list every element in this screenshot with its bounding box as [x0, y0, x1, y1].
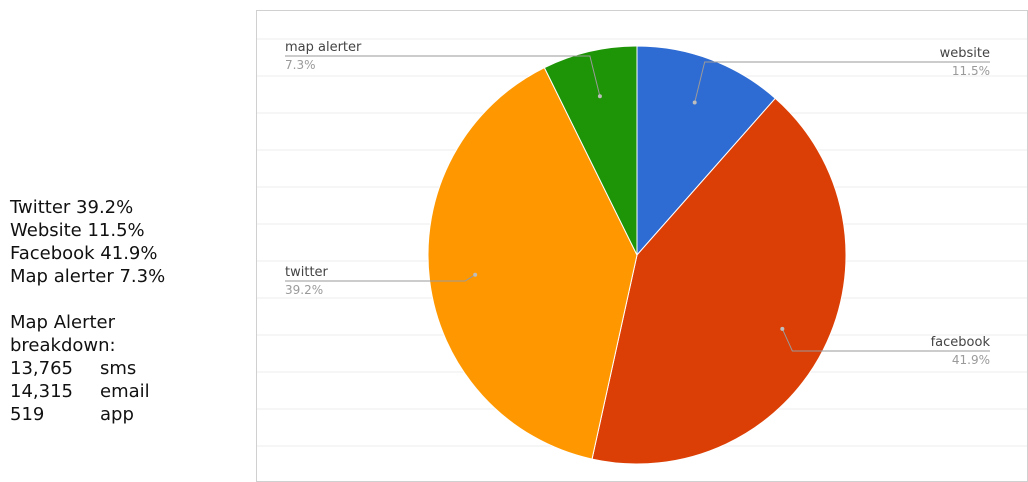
leader-line-map-alerter [285, 55, 601, 97]
slice-label-facebook: facebook [931, 335, 991, 350]
breakdown-row-app: 519 app [10, 403, 165, 426]
breakdown-title-line1: Map Alerter [10, 312, 116, 333]
leader-dot-website [692, 100, 697, 105]
breakdown-count: 13,765 [10, 358, 73, 379]
breakdown-channel: sms [100, 358, 137, 379]
summary-panel: Twitter 39.2% Website 11.5% Facebook 41.… [10, 196, 165, 426]
pie-slice-map-alerter [543, 45, 638, 256]
leader-line-facebook [781, 328, 990, 352]
pie-slice-website [636, 45, 777, 257]
leader-dot-map-alerter [597, 94, 602, 99]
breakdown-count: 519 [10, 404, 45, 425]
leader-dot-twitter [473, 272, 478, 277]
breakdown-title-line2: breakdown: [10, 335, 116, 356]
pie-chart: website 11.5% facebook 41.9% twitter 39.2% map… [257, 38, 1027, 465]
breakdown-count: 14,315 [10, 381, 73, 402]
slice-label-website: website [940, 46, 990, 61]
summary-line-map-alerter: Map alerter 7.3% [10, 266, 166, 287]
leader-line-website [694, 61, 990, 103]
pie-slice-twitter [427, 66, 638, 460]
breakdown-channel: email [100, 381, 150, 402]
summary-line-website: Website 11.5% [10, 220, 145, 241]
slice-value-website: 11.5% [952, 64, 990, 78]
breakdown-row-email: 14,315 email [10, 380, 165, 403]
pie-chart-frame: website 11.5% facebook 41.9% twitter 39.2% map… [256, 10, 1028, 482]
pie-slice-facebook [591, 97, 847, 465]
slice-value-twitter: 39.2% [285, 283, 323, 297]
breakdown-channel: app [100, 404, 134, 425]
summary-line-twitter: Twitter 39.2% [10, 197, 134, 218]
slice-label-map-alerter: map alerter [285, 40, 362, 55]
slice-value-map-alerter: 7.3% [285, 58, 316, 72]
summary-line-facebook: Facebook 41.9% [10, 243, 158, 264]
leader-dot-facebook [780, 326, 785, 331]
slice-value-facebook: 41.9% [952, 353, 990, 367]
leader-line-twitter [285, 274, 476, 282]
slice-label-twitter: twitter [285, 265, 329, 280]
breakdown-row-sms: 13,765 sms [10, 357, 165, 380]
